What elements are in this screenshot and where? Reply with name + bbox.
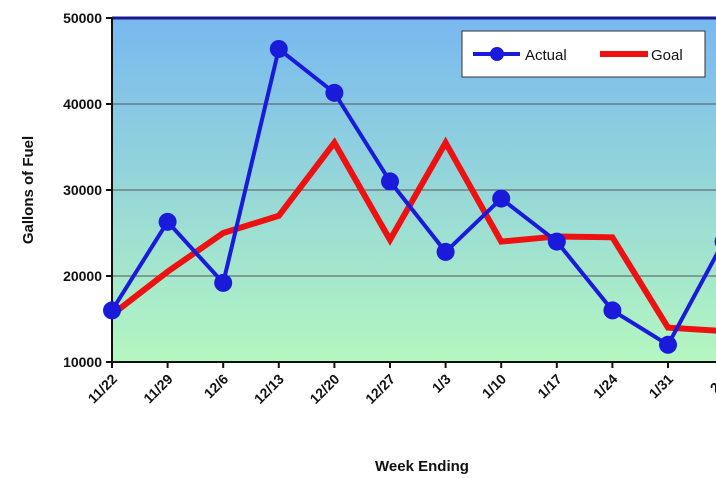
x-tick-label: 1/3	[429, 371, 454, 396]
x-tick-label: 2/7	[707, 371, 716, 396]
x-tick-label: 11/22	[85, 371, 121, 407]
x-tick-label: 1/10	[479, 371, 510, 402]
legend-actual-marker	[490, 47, 504, 61]
data-point-actual	[381, 172, 399, 191]
y-tick-labels: 10000 20000 30000 40000 50000	[63, 10, 112, 370]
data-point-actual	[269, 39, 288, 58]
data-point-actual	[325, 83, 344, 102]
data-point-actual	[158, 212, 177, 231]
x-tick-labels: 11/22 11/29 12/6 12/13 12/20 12/27 1/3 1/10 1/17…	[85, 362, 716, 407]
x-tick-label: 12/27	[362, 371, 398, 407]
legend: Actual Goal	[461, 30, 706, 78]
series-line-goal	[110, 136, 716, 334]
y-tick-label: 20000	[63, 268, 102, 284]
data-point-actual	[659, 335, 677, 354]
y-tick-label: 30000	[63, 182, 102, 198]
data-point-actual	[436, 242, 455, 261]
x-tick-label: 1/24	[590, 371, 621, 402]
data-point-actual	[492, 189, 511, 208]
series-line-actual	[110, 45, 716, 348]
legend-goal-label: Goal	[651, 47, 683, 64]
x-tick-label: 12/20	[306, 371, 342, 407]
gridlines	[112, 103, 716, 277]
data-point-actual	[103, 301, 121, 320]
y-tick-label: 50000	[63, 10, 102, 26]
y-axis-title: Gallons of Fuel	[20, 136, 37, 244]
legend-actual-label: Actual	[525, 47, 567, 64]
series	[103, 39, 716, 354]
y-tick-label: 10000	[63, 354, 102, 370]
x-tick-label: 1/31	[646, 371, 677, 402]
x-tick-label: 11/29	[140, 371, 176, 407]
data-point-actual	[603, 301, 622, 320]
y-tick-label: 40000	[63, 96, 102, 112]
data-point-actual	[214, 273, 233, 292]
x-tick-label: 1/17	[534, 371, 565, 402]
data-point-actual	[547, 232, 566, 251]
x-tick-label: 12/6	[201, 371, 232, 402]
x-axis-title: Week Ending	[375, 458, 469, 475]
x-tick-label: 12/13	[251, 371, 287, 407]
